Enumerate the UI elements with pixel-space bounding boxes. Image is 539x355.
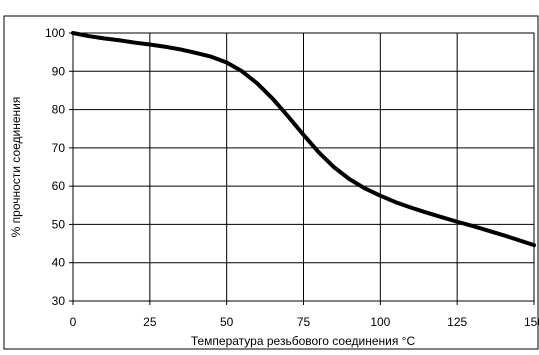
y-tick-label: 90 (52, 64, 66, 78)
x-tick-label: 25 (143, 315, 157, 329)
y-tick-label: 60 (52, 179, 66, 193)
plot-area (72, 32, 535, 302)
x-tick-label: 125 (447, 315, 467, 329)
series-line (71, 31, 536, 248)
x-axis-title: Температура резьбового соединения °C (191, 334, 416, 348)
y-tick-label: 80 (52, 103, 66, 117)
y-tick-label: 40 (52, 256, 66, 270)
series (71, 31, 536, 248)
y-tick-label: 70 (52, 141, 66, 155)
chart-border (3, 15, 539, 350)
y-tick-label: 100 (45, 26, 65, 40)
x-tick-label: 0 (70, 315, 77, 329)
x-axis-ticks: 0 25 50 75 100 125 150 (70, 315, 539, 329)
gridlines (69, 32, 535, 305)
y-tick-label: 50 (52, 217, 66, 231)
y-axis-ticks: 30 40 50 60 70 80 90 100 (45, 26, 65, 308)
x-tick-label: 150 (524, 315, 539, 329)
y-tick-label: 30 (52, 294, 66, 308)
x-tick-label: 100 (370, 315, 390, 329)
y-axis-title: % прочности соединения (9, 97, 23, 238)
x-tick-label: 75 (297, 315, 311, 329)
x-tick-label: 50 (220, 315, 234, 329)
